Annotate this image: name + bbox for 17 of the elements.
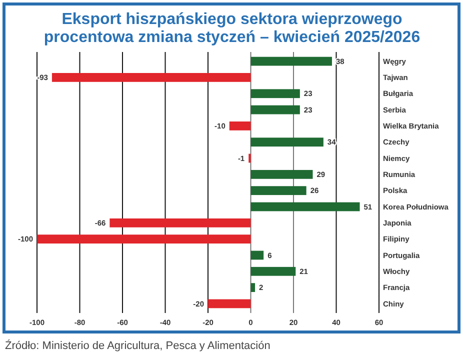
bar	[250, 170, 313, 179]
bar	[250, 283, 256, 292]
bar	[250, 186, 306, 196]
bar	[208, 299, 251, 308]
bar	[229, 121, 251, 130]
text: Źródło: Ministerio de Agricultura, Pesca y Alimentación	[5, 339, 270, 352]
bar	[250, 89, 300, 98]
bar	[110, 218, 251, 228]
bar	[250, 202, 360, 212]
bar	[250, 138, 324, 147]
bar	[250, 250, 264, 260]
bar	[250, 266, 296, 276]
bar	[250, 56, 332, 66]
bar	[52, 73, 251, 82]
bar	[250, 105, 300, 114]
chart-title: Eksport hiszpańskiego sektora wieprzowego procentowa zmiana styczeń – kwiecień 2025/2026	[44, 11, 420, 46]
bar	[37, 234, 251, 244]
